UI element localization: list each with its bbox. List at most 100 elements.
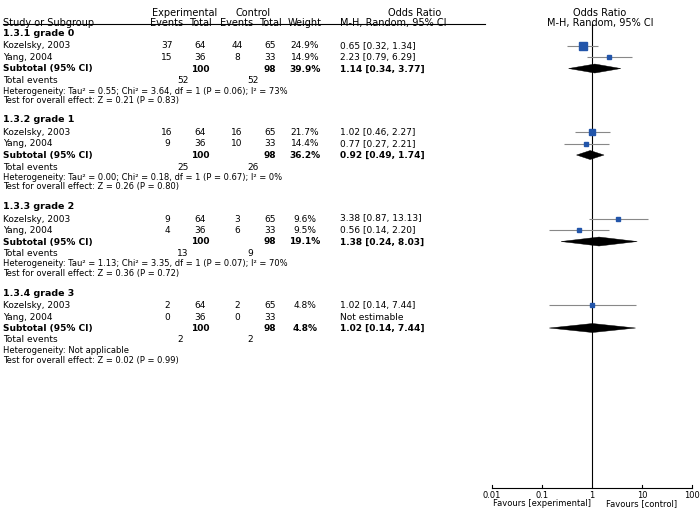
Text: 65: 65 (265, 301, 276, 310)
Text: 1.38 [0.24, 8.03]: 1.38 [0.24, 8.03] (340, 237, 424, 246)
Text: 2.23 [0.79, 6.29]: 2.23 [0.79, 6.29] (340, 53, 416, 62)
Text: Experimental: Experimental (153, 8, 218, 18)
Text: 64: 64 (195, 215, 206, 224)
Text: Heterogeneity: Tau² = 1.13; Chi² = 3.35, df = 1 (P = 0.07); I² = 70%: Heterogeneity: Tau² = 1.13; Chi² = 3.35,… (3, 260, 288, 269)
Text: Test for overall effect: Z = 0.36 (P = 0.72): Test for overall effect: Z = 0.36 (P = 0… (3, 269, 179, 278)
Text: Test for overall effect: Z = 0.02 (P = 0.99): Test for overall effect: Z = 0.02 (P = 0… (3, 355, 178, 364)
Text: Heterogeneity: Not applicable: Heterogeneity: Not applicable (3, 346, 129, 355)
Text: 1.3.4 grade 3: 1.3.4 grade 3 (3, 288, 74, 297)
Text: 4.8%: 4.8% (293, 301, 316, 310)
Text: Heterogeneity: Tau² = 0.55; Chi² = 3.64, df = 1 (P = 0.06); I² = 73%: Heterogeneity: Tau² = 0.55; Chi² = 3.64,… (3, 87, 288, 96)
Text: 64: 64 (195, 301, 206, 310)
Polygon shape (561, 237, 637, 246)
Text: Kozelsky, 2003: Kozelsky, 2003 (3, 41, 70, 50)
Text: 9: 9 (247, 249, 253, 258)
Polygon shape (577, 150, 604, 159)
Text: 0: 0 (234, 313, 240, 321)
Text: 100: 100 (190, 324, 209, 333)
Text: 36: 36 (195, 226, 206, 235)
Text: 4: 4 (164, 226, 170, 235)
Text: 0.65 [0.32, 1.34]: 0.65 [0.32, 1.34] (340, 41, 416, 50)
Text: 33: 33 (265, 53, 276, 62)
Text: 65: 65 (265, 41, 276, 50)
Text: 0.1: 0.1 (536, 491, 549, 500)
Text: 98: 98 (264, 237, 276, 246)
Text: 16: 16 (161, 128, 173, 137)
Text: 9.6%: 9.6% (293, 215, 316, 224)
Text: 1.02 [0.14, 7.44]: 1.02 [0.14, 7.44] (340, 301, 415, 310)
Text: 19.1%: 19.1% (289, 237, 321, 246)
Text: Yang, 2004: Yang, 2004 (3, 313, 52, 321)
Text: Kozelsky, 2003: Kozelsky, 2003 (3, 128, 70, 137)
Text: Yang, 2004: Yang, 2004 (3, 140, 52, 149)
Text: 10: 10 (231, 140, 243, 149)
Text: 24.9%: 24.9% (290, 41, 319, 50)
Text: 65: 65 (265, 215, 276, 224)
Text: Weight: Weight (288, 18, 322, 28)
Text: 0: 0 (164, 313, 170, 321)
Text: Total events: Total events (3, 336, 57, 345)
Text: 1: 1 (589, 491, 594, 500)
Text: Control: Control (235, 8, 271, 18)
Text: M-H, Random, 95% CI: M-H, Random, 95% CI (547, 18, 653, 28)
Text: Subtotal (95% CI): Subtotal (95% CI) (3, 151, 92, 160)
Text: Test for overall effect: Z = 0.21 (P = 0.83): Test for overall effect: Z = 0.21 (P = 0… (3, 96, 179, 105)
Text: Heterogeneity: Tau² = 0.00; Chi² = 0.18, df = 1 (P = 0.67); I² = 0%: Heterogeneity: Tau² = 0.00; Chi² = 0.18,… (3, 173, 282, 182)
Text: 1.3.1 grade 0: 1.3.1 grade 0 (3, 29, 74, 38)
Text: Odds Ratio: Odds Ratio (573, 8, 626, 18)
Text: 2: 2 (164, 301, 170, 310)
Text: 13: 13 (177, 249, 188, 258)
Text: Not estimable: Not estimable (340, 313, 403, 321)
Text: 3.38 [0.87, 13.13]: 3.38 [0.87, 13.13] (340, 215, 421, 224)
Text: Total events: Total events (3, 249, 57, 258)
Text: 0.77 [0.27, 2.21]: 0.77 [0.27, 2.21] (340, 140, 416, 149)
Text: 1.3.3 grade 2: 1.3.3 grade 2 (3, 202, 74, 211)
Text: 44: 44 (232, 41, 243, 50)
Text: 64: 64 (195, 128, 206, 137)
Text: Subtotal (95% CI): Subtotal (95% CI) (3, 324, 92, 333)
Text: 98: 98 (264, 324, 276, 333)
Text: 36: 36 (195, 53, 206, 62)
Text: 1.02 [0.14, 7.44]: 1.02 [0.14, 7.44] (340, 324, 424, 333)
Text: Kozelsky, 2003: Kozelsky, 2003 (3, 301, 70, 310)
Text: 3: 3 (234, 215, 240, 224)
Text: 15: 15 (161, 53, 173, 62)
Text: 33: 33 (265, 226, 276, 235)
Text: Subtotal (95% CI): Subtotal (95% CI) (3, 64, 92, 73)
Text: 0.92 [0.49, 1.74]: 0.92 [0.49, 1.74] (340, 151, 425, 160)
Text: 52: 52 (247, 76, 258, 85)
Text: 100: 100 (190, 151, 209, 160)
Text: Kozelsky, 2003: Kozelsky, 2003 (3, 215, 70, 224)
Text: 26: 26 (247, 162, 258, 172)
Text: 2: 2 (234, 301, 240, 310)
Text: 36: 36 (195, 140, 206, 149)
Text: 100: 100 (190, 237, 209, 246)
Text: 21.7%: 21.7% (290, 128, 319, 137)
Text: 100: 100 (684, 491, 700, 500)
Text: 16: 16 (231, 128, 243, 137)
Text: 1.3.2 grade 1: 1.3.2 grade 1 (3, 116, 74, 124)
Text: Total: Total (258, 18, 281, 28)
Text: 98: 98 (264, 64, 276, 73)
Text: Events: Events (150, 18, 183, 28)
Text: 65: 65 (265, 128, 276, 137)
Text: Favours [control]: Favours [control] (606, 499, 678, 508)
Text: Odds Ratio: Odds Ratio (389, 8, 442, 18)
Text: 52: 52 (177, 76, 188, 85)
Text: 14.4%: 14.4% (290, 140, 319, 149)
Text: Yang, 2004: Yang, 2004 (3, 226, 52, 235)
Text: 36: 36 (195, 313, 206, 321)
Text: Test for overall effect: Z = 0.26 (P = 0.80): Test for overall effect: Z = 0.26 (P = 0… (3, 183, 179, 192)
Text: 0.01: 0.01 (483, 491, 501, 500)
Text: 0.56 [0.14, 2.20]: 0.56 [0.14, 2.20] (340, 226, 416, 235)
Text: 33: 33 (265, 313, 276, 321)
Text: 36.2%: 36.2% (289, 151, 321, 160)
Text: 64: 64 (195, 41, 206, 50)
Polygon shape (568, 64, 621, 73)
Text: Events: Events (220, 18, 253, 28)
Text: 10: 10 (637, 491, 648, 500)
Text: 6: 6 (234, 226, 240, 235)
Text: 4.8%: 4.8% (293, 324, 318, 333)
Text: 2: 2 (177, 336, 183, 345)
Text: 9.5%: 9.5% (293, 226, 316, 235)
